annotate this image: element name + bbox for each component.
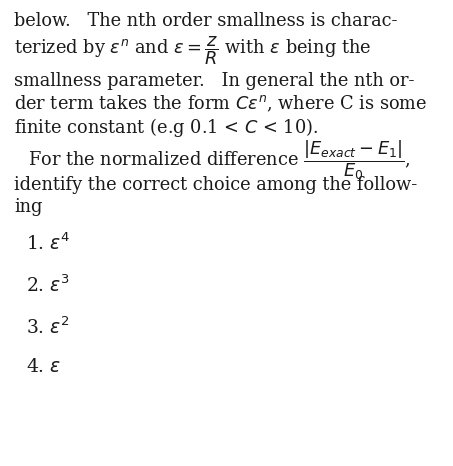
Text: 3. $\epsilon^2$: 3. $\epsilon^2$ xyxy=(26,316,70,337)
Text: der term takes the form $C\epsilon^n$, where C is some: der term takes the form $C\epsilon^n$, w… xyxy=(14,94,427,114)
Text: below.   The nth order smallness is charac-: below. The nth order smallness is charac… xyxy=(14,12,397,30)
Text: terized by $\epsilon^n$ and $\epsilon = \dfrac{z}{R}$ with $\epsilon$ being the: terized by $\epsilon^n$ and $\epsilon = … xyxy=(14,34,371,67)
Text: 2. $\epsilon^3$: 2. $\epsilon^3$ xyxy=(26,274,70,295)
Text: ing: ing xyxy=(14,198,43,216)
Text: identify the correct choice among the follow-: identify the correct choice among the fo… xyxy=(14,176,417,194)
Text: 1. $\epsilon^4$: 1. $\epsilon^4$ xyxy=(26,232,71,254)
Text: For the normalized difference $\dfrac{|E_{exact} - E_1|}{E_0}$,: For the normalized difference $\dfrac{|E… xyxy=(28,138,411,182)
Text: finite constant (e.g 0.1 < $C$ < 10).: finite constant (e.g 0.1 < $C$ < 10). xyxy=(14,116,318,139)
Text: 4. $\epsilon$: 4. $\epsilon$ xyxy=(26,358,61,376)
Text: smallness parameter.   In general the nth or-: smallness parameter. In general the nth … xyxy=(14,72,414,90)
